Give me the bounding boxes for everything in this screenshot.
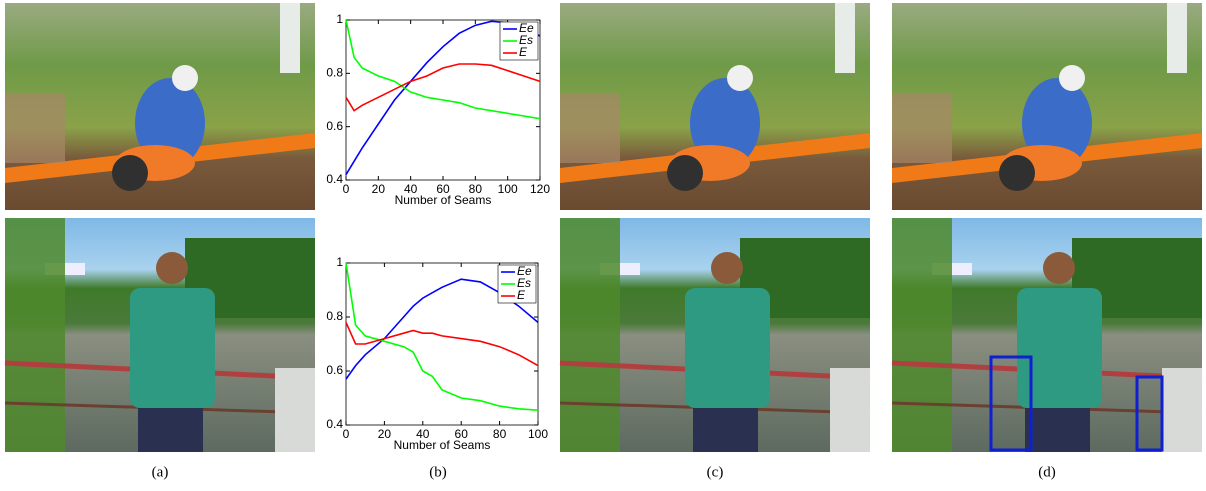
x-axis-label: Number of Seams xyxy=(394,438,491,452)
x-tick-label: 0 xyxy=(343,182,350,196)
legend-label: E xyxy=(517,288,526,302)
figure: (a) (b) (c) (d) 0.40.60.8102040608010012… xyxy=(0,0,1206,491)
y-tick-label: 0.6 xyxy=(326,119,343,133)
caption: (a) xyxy=(152,464,169,480)
x-tick-label: 100 xyxy=(498,182,518,196)
x-tick-label: 100 xyxy=(528,427,548,441)
caption: (d) xyxy=(1038,464,1056,480)
y-tick-label: 1 xyxy=(336,255,343,269)
y-tick-label: 1 xyxy=(336,12,343,26)
x-tick-label: 20 xyxy=(378,427,392,441)
caption: (c) xyxy=(707,464,724,480)
x-tick-label: 0 xyxy=(343,427,350,441)
y-tick-label: 0.6 xyxy=(326,363,343,377)
legend-label: E xyxy=(519,45,528,59)
x-tick-label: 80 xyxy=(493,427,507,441)
y-tick-label: 0.8 xyxy=(326,66,343,80)
y-tick-label: 0.4 xyxy=(326,172,343,186)
x-axis-label: Number of Seams xyxy=(395,193,492,207)
y-tick-label: 0.4 xyxy=(326,417,343,431)
y-tick-label: 0.8 xyxy=(326,309,343,323)
x-tick-label: 120 xyxy=(530,182,550,196)
x-tick-label: 20 xyxy=(372,182,386,196)
caption: (b) xyxy=(429,464,447,480)
